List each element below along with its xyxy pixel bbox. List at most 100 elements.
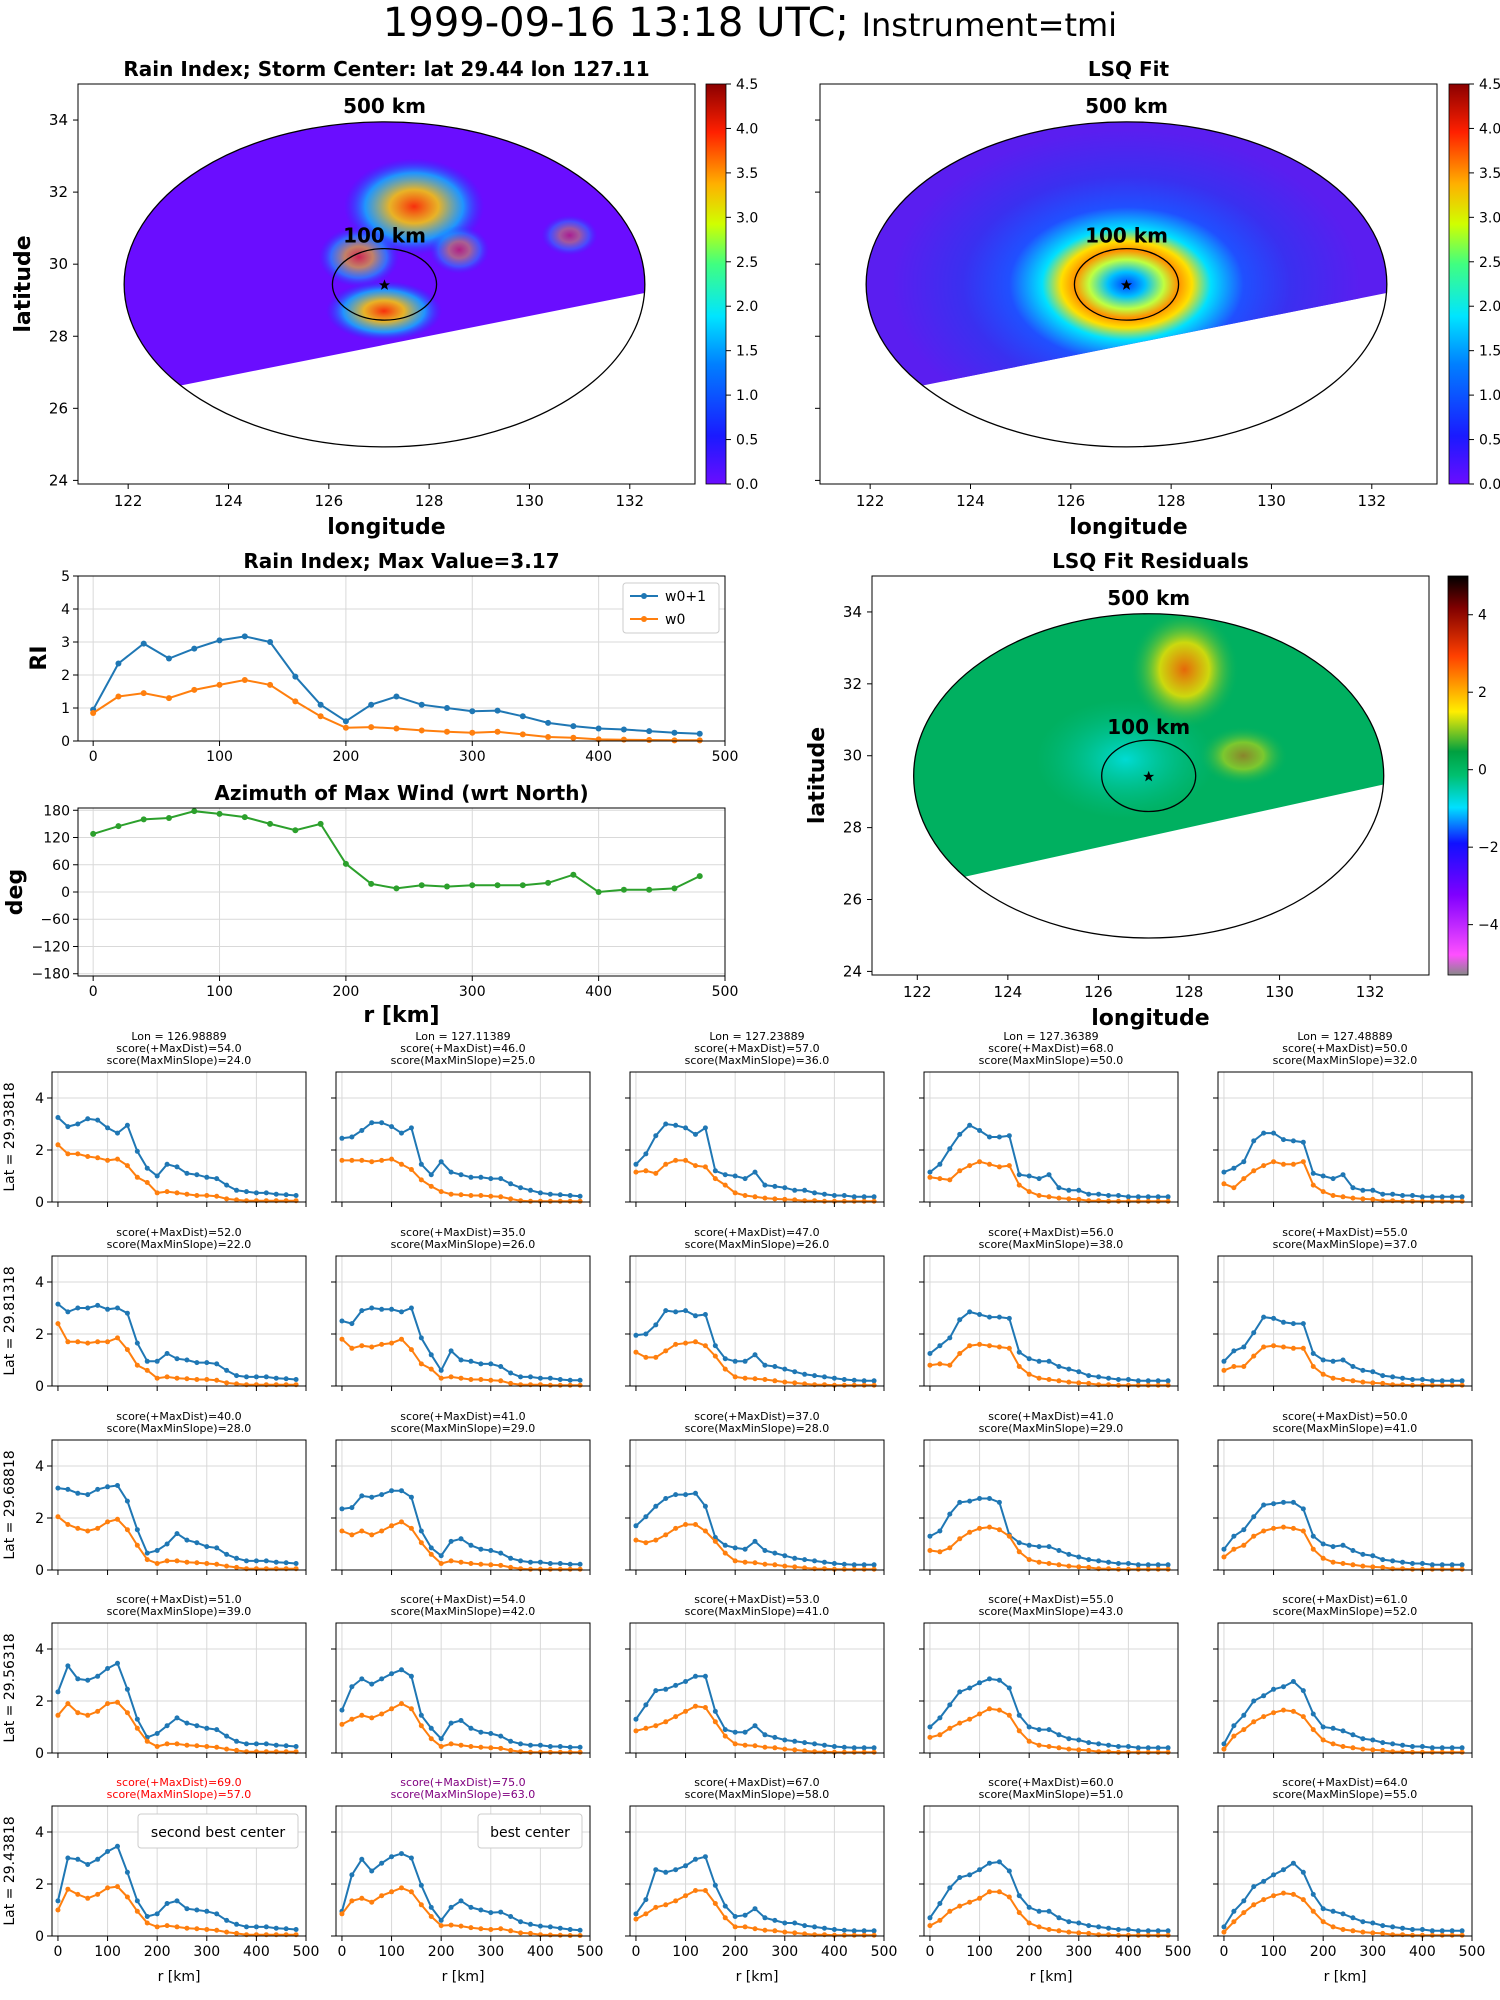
data-point: [547, 1191, 553, 1197]
data-point: [1409, 1749, 1415, 1755]
data-point: [398, 1161, 404, 1167]
data-point: [438, 1736, 444, 1742]
data-point: [398, 1488, 404, 1494]
colorbar-tick-label: 0.0: [1479, 477, 1500, 493]
data-point: [841, 1377, 847, 1382]
data-point: [1280, 1344, 1286, 1350]
plot-frame: [1217, 1255, 1473, 1387]
colorbar-tick-label: 2: [1478, 685, 1487, 701]
data-point: [1350, 1195, 1356, 1201]
subplot-score-slope: score(MaxMinSlope)=25.0: [391, 1054, 536, 1067]
data-point: [124, 1710, 130, 1716]
data-point: [567, 1927, 573, 1932]
data-point: [821, 1559, 827, 1565]
data-point: [1429, 1378, 1435, 1384]
data-point: [214, 1193, 220, 1199]
x-tick-label: 122: [114, 492, 143, 510]
y-tick-label: 4: [35, 1642, 44, 1658]
subplot-column-lon: Lon = 126.98889: [131, 1030, 226, 1043]
data-point: [527, 1187, 533, 1193]
data-point: [947, 1725, 953, 1731]
data-point: [339, 1336, 345, 1342]
data-point: [996, 1344, 1002, 1350]
data-point: [1290, 1679, 1296, 1684]
data-point: [1261, 1528, 1267, 1534]
data-point: [957, 1720, 963, 1726]
data-point: [438, 1159, 444, 1165]
data-point: [633, 1728, 639, 1734]
data-point: [214, 1927, 220, 1933]
subplot-score-maxdist: score(+MaxDist)=52.0: [116, 1226, 241, 1239]
data-point: [732, 1374, 738, 1380]
data-point: [389, 1889, 395, 1895]
data-point: [1370, 1369, 1376, 1375]
data-point: [428, 1366, 434, 1372]
data-point: [144, 1914, 150, 1919]
data-point: [339, 1528, 345, 1534]
data-point: [752, 1376, 758, 1382]
data-point: [1125, 1194, 1131, 1200]
data-point: [1016, 1364, 1022, 1369]
data-point: [977, 1867, 983, 1873]
data-point: [772, 1196, 778, 1202]
subplot-score-slope: score(MaxMinSlope)=52.0: [1273, 1605, 1418, 1618]
subplot-xlabel: r [km]: [1324, 1969, 1367, 1985]
data-point: [389, 1124, 395, 1130]
data-point: [1280, 1524, 1286, 1530]
data-point: [947, 1511, 953, 1517]
data-point: [762, 1195, 768, 1201]
data-point: [1066, 1929, 1072, 1935]
data-point: [1076, 1196, 1082, 1202]
data-point: [359, 1676, 365, 1682]
y-tick-label: 2: [35, 1877, 44, 1893]
subplot-r2-c0: 024: [35, 1439, 307, 1579]
colorbar-tick-label: 4.0: [736, 121, 758, 137]
ylabel-ri: RI: [27, 645, 52, 670]
data-point: [144, 1557, 150, 1563]
subplot-r1-c2: [625, 1255, 885, 1391]
x-tick-label: 128: [1175, 983, 1204, 1001]
data-point: [154, 1190, 160, 1196]
data-point: [1221, 1554, 1227, 1560]
map-title-fit: LSQ Fit: [1088, 57, 1170, 81]
data-point: [1409, 1566, 1415, 1572]
data-point: [742, 1742, 748, 1748]
data-point: [174, 1190, 180, 1196]
data-point: [508, 1738, 514, 1744]
data-point: [194, 1193, 200, 1198]
data-point: [1056, 1915, 1062, 1921]
data-point: [1115, 1744, 1121, 1749]
data-point: [105, 1157, 111, 1163]
data-point: [772, 1378, 778, 1384]
data-point: [646, 886, 653, 893]
data-point: [1330, 1375, 1336, 1381]
data-point: [65, 1886, 71, 1892]
data-point: [339, 1135, 345, 1141]
data-point: [986, 1161, 992, 1167]
legend-marker: [641, 616, 647, 622]
data-point: [478, 1907, 484, 1913]
data-point: [1241, 1344, 1247, 1350]
data-point: [1016, 1910, 1022, 1916]
data-point: [85, 1528, 91, 1534]
data-point: [762, 1362, 768, 1368]
data-point: [369, 1305, 375, 1311]
data-point: [702, 1528, 708, 1534]
subplot-row-lat: Lat = 29.93818: [2, 1082, 18, 1191]
data-point: [1350, 1548, 1356, 1553]
data-point: [702, 1343, 708, 1349]
data-point: [1330, 1544, 1336, 1550]
data-point: [498, 1909, 504, 1915]
data-point: [267, 639, 274, 645]
data-point: [508, 1196, 514, 1202]
data-point: [349, 1505, 355, 1511]
subplot-score-slope: score(MaxMinSlope)=32.0: [1273, 1054, 1418, 1067]
data-point: [1016, 1549, 1022, 1555]
data-point: [841, 1198, 847, 1204]
data-point: [1300, 1345, 1306, 1351]
data-point: [673, 1525, 679, 1531]
data-point: [742, 1193, 748, 1198]
x-tick-label: 132: [1356, 983, 1385, 1001]
